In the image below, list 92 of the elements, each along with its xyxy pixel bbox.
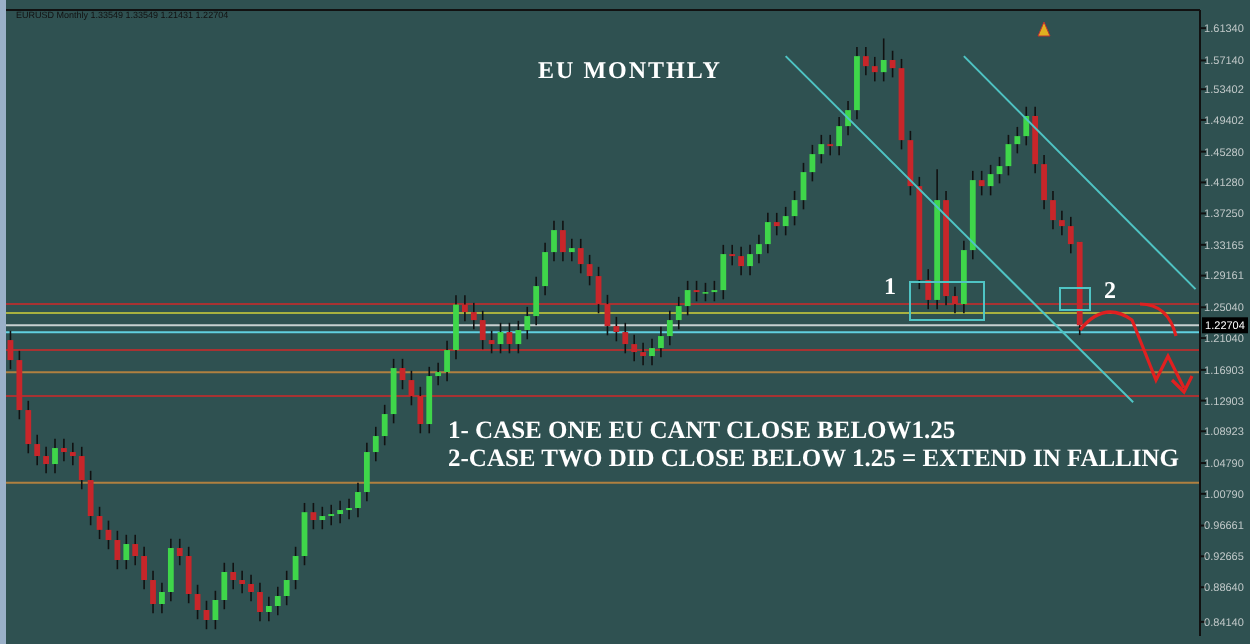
- candlestick: [871, 56, 878, 83]
- candlestick: [123, 533, 130, 571]
- candlestick: [212, 589, 219, 631]
- candlestick: [132, 533, 139, 567]
- candlestick: [560, 220, 566, 263]
- candlestick: [738, 246, 745, 277]
- annotation: 2: [1104, 276, 1116, 304]
- candlestick: [355, 482, 361, 519]
- candlestick: [69, 442, 76, 467]
- candlestick: [283, 569, 290, 607]
- candlestick: [230, 561, 237, 591]
- candlestick: [87, 470, 94, 527]
- candlestick: [586, 254, 593, 287]
- candlestick: [1041, 154, 1047, 211]
- candlestick: [78, 446, 85, 491]
- candlestick: [764, 212, 771, 255]
- candlestick: [631, 334, 638, 363]
- candlestick: [61, 438, 67, 463]
- candlestick: [773, 212, 780, 237]
- candlestick: [426, 366, 433, 435]
- candlestick: [167, 537, 174, 603]
- candlestick: [533, 276, 540, 327]
- candlestick: [319, 506, 326, 531]
- candlestick: [666, 310, 673, 347]
- candlestick: [649, 338, 655, 367]
- candlestick: [479, 310, 486, 351]
- candlestick: [274, 585, 281, 617]
- candlestick: [363, 442, 370, 503]
- candlestick: [52, 438, 58, 475]
- candlestick: [622, 322, 629, 355]
- annotation: 1- CASE ONE EU CANT CLOSE BELOW1.25: [448, 416, 956, 444]
- candlestick: [720, 244, 727, 301]
- candlestick: [150, 569, 156, 615]
- candlestick: [221, 561, 228, 611]
- candlestick: [542, 242, 548, 297]
- candlestick: [34, 434, 41, 467]
- candlestick: [524, 306, 531, 341]
- candlestick: [925, 268, 932, 310]
- candlestick: [1058, 210, 1065, 237]
- candlestick: [987, 164, 994, 197]
- candlestick: [711, 280, 718, 303]
- candlestick: [756, 234, 762, 265]
- candlestick: [551, 220, 557, 263]
- candlestick: [702, 282, 709, 303]
- candlestick: [43, 446, 49, 475]
- candlestick: [880, 37, 887, 83]
- candlestick: [613, 316, 620, 343]
- candlestick: [417, 386, 424, 435]
- candlestick: [141, 545, 148, 591]
- candlestick: [952, 286, 958, 315]
- candlestick: [827, 134, 834, 157]
- candlestick: [658, 326, 664, 359]
- candlestick: [809, 144, 816, 183]
- candlestick: [515, 320, 522, 355]
- candlestick: [782, 206, 789, 237]
- candlestick: [747, 244, 753, 277]
- candlestick: [257, 581, 263, 623]
- candlestick: [640, 342, 646, 367]
- candlestick: [1050, 190, 1056, 231]
- annotation: 1: [884, 272, 896, 300]
- candlestick: [453, 294, 459, 361]
- candlestick: [346, 498, 352, 521]
- candlestick: [684, 280, 691, 317]
- candlestick: [114, 530, 121, 571]
- candlestick: [675, 296, 682, 331]
- candlestick: [265, 595, 272, 623]
- candlestick: [328, 504, 335, 527]
- candlestick: [337, 500, 344, 525]
- candlestick: [381, 404, 388, 447]
- candlestick: [978, 170, 985, 197]
- candlestick: [461, 294, 468, 323]
- candlestick: [248, 573, 254, 603]
- candlestick: [444, 340, 450, 383]
- text: EU MONTHLY: [538, 56, 722, 84]
- candlestick: [862, 46, 869, 77]
- candlestick: [1014, 126, 1021, 155]
- candlestick: [435, 362, 442, 387]
- candlestick: [818, 134, 825, 165]
- candlestick: [372, 426, 379, 463]
- candlestick: [836, 116, 843, 157]
- candlestick: [470, 302, 477, 331]
- candlestick: [159, 581, 165, 615]
- candlestick: [390, 358, 397, 425]
- candlestick: [25, 400, 32, 455]
- candlestick: [239, 569, 246, 595]
- candlestick: [568, 238, 575, 263]
- candlestick: [577, 238, 584, 275]
- candlestick: [488, 330, 495, 355]
- candlestick: [185, 545, 192, 605]
- annotation: 2-CASE TWO DID CLOSE BELOW 1.25 = EXTEND IN FALLING: [448, 444, 1180, 472]
- candlestick: [729, 244, 736, 267]
- candlestick: [176, 537, 183, 567]
